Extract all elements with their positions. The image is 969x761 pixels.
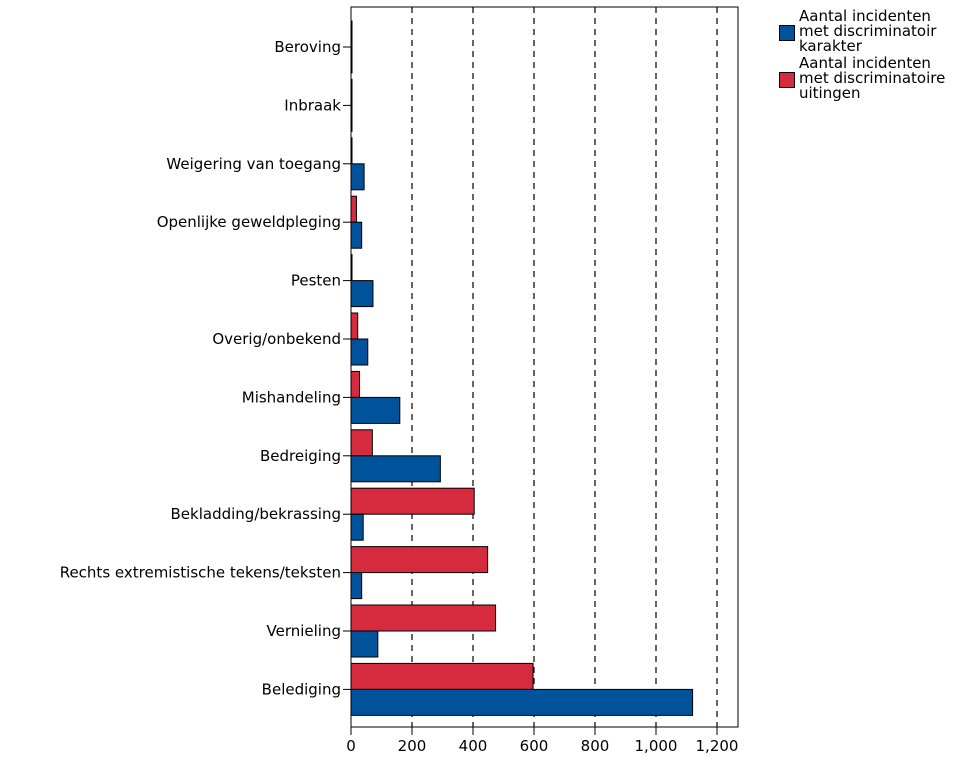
bar-uitingen-9 (350, 546, 489, 574)
plot-frame (350, 6, 739, 728)
category-label-5: Overig/onbekend (212, 330, 341, 348)
x-tick-label-5: 1,000 (635, 737, 678, 755)
x-tick-label-3: 600 (520, 737, 549, 755)
x-tick-label-2: 400 (459, 737, 488, 755)
bar-uitingen-4 (350, 254, 353, 282)
category-label-7: Bedreiging (260, 447, 341, 465)
legend-item-karakter: Aantal incidenten met discriminatoir kar… (779, 9, 969, 54)
bar-karakter-3 (350, 221, 363, 249)
bar-uitingen-2 (350, 137, 353, 165)
category-label-2: Weigering van toegang (166, 155, 341, 173)
legend-swatch-karakter (779, 25, 795, 41)
x-tick-label-1: 200 (398, 737, 427, 755)
legend-item-uitingen: Aantal incidenten met discriminatoire ui… (779, 56, 969, 101)
category-label-9: Rechts extremistische tekens/teksten (60, 564, 341, 582)
bar-karakter-1 (350, 104, 353, 132)
category-label-10: Vernieling (267, 622, 342, 640)
bar-karakter-7 (350, 455, 441, 483)
bar-uitingen-11 (350, 662, 534, 690)
category-label-3: Openlijke geweldpleging (157, 213, 341, 231)
x-tick-label-6: 1,200 (696, 737, 739, 755)
category-label-1: Inbraak (284, 96, 341, 114)
bar-uitingen-7 (350, 429, 373, 457)
bar-uitingen-0 (350, 20, 353, 48)
x-tick-label-4: 800 (581, 737, 610, 755)
bar-karakter-9 (350, 572, 363, 600)
category-label-8: Bekladding/bekrassing (171, 505, 341, 523)
bar-karakter-4 (350, 280, 374, 308)
bar-uitingen-1 (350, 78, 353, 106)
category-label-11: Belediging (262, 680, 341, 698)
bar-karakter-5 (350, 338, 369, 366)
bar-karakter-10 (350, 630, 379, 658)
legend-label-uitingen: Aantal incidenten met discriminatoire ui… (799, 54, 946, 102)
bar-uitingen-8 (350, 487, 475, 515)
legend: Aantal incidenten met discriminatoir kar… (779, 9, 969, 103)
bar-karakter-11 (350, 688, 694, 716)
bar-uitingen-3 (350, 195, 357, 223)
category-label-0: Beroving (274, 38, 341, 56)
bar-karakter-0 (350, 46, 353, 74)
bar-uitingen-5 (350, 312, 359, 340)
legend-swatch-uitingen (779, 72, 795, 88)
x-tick-label-0: 0 (346, 737, 356, 755)
bar-uitingen-6 (350, 370, 361, 398)
bar-uitingen-10 (350, 604, 497, 632)
bar-karakter-2 (350, 163, 365, 191)
bar-karakter-8 (350, 513, 364, 541)
legend-label-karakter: Aantal incidenten met discriminatoir kar… (799, 7, 937, 55)
category-label-6: Mishandeling (242, 388, 341, 406)
category-label-4: Pesten (291, 272, 341, 290)
bar-karakter-6 (350, 396, 401, 424)
